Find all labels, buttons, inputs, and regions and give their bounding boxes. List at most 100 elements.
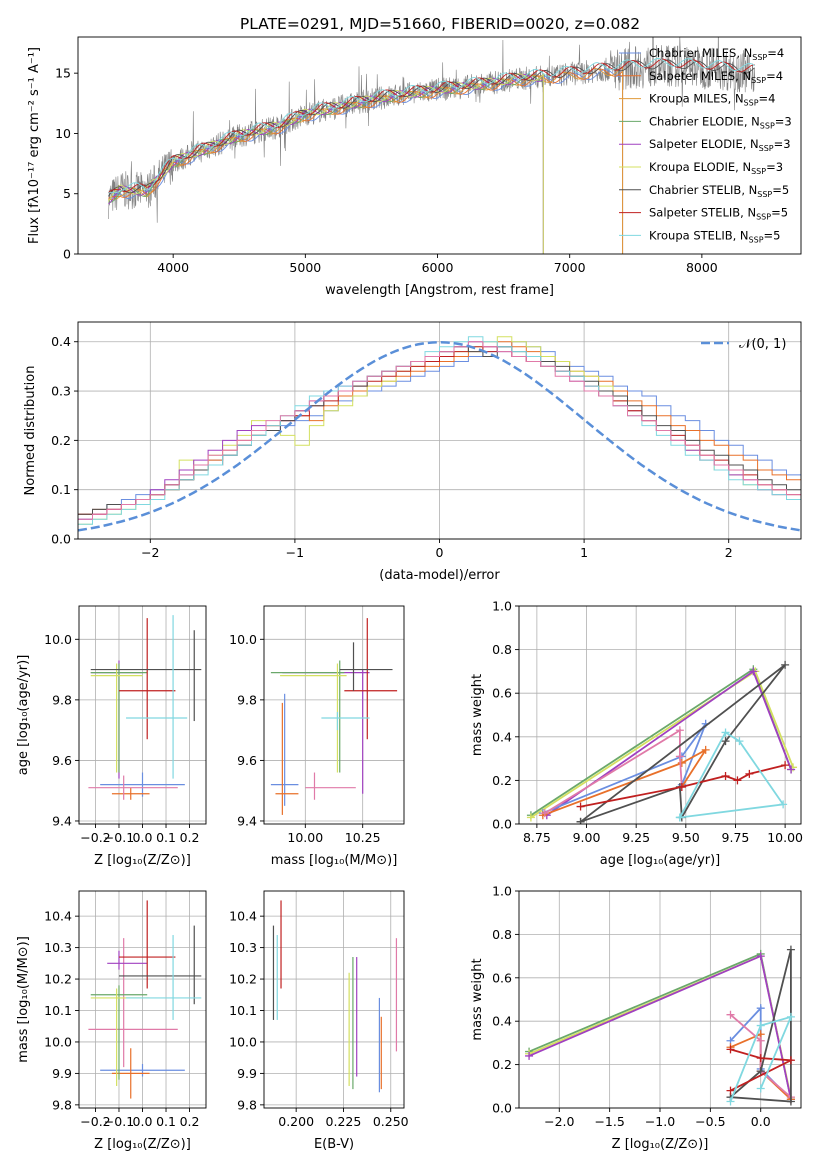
weight-marker (786, 1012, 795, 1021)
weight-marker (576, 817, 585, 824)
x-tick-label: 6000 (422, 260, 454, 275)
y-tick-label: 9.8 (52, 692, 72, 707)
weight-marker (745, 769, 754, 778)
y-tick-label: 0.4 (51, 334, 71, 349)
x-tick-label: −0.5 (695, 1114, 725, 1129)
observed-spectrum-line (108, 37, 755, 223)
weight-line (580, 664, 786, 823)
x-tick-label: 0.1 (156, 830, 176, 845)
y-tick-label: 9.8 (237, 692, 257, 707)
x-tick-label: −1 (286, 545, 304, 560)
axes-frame (78, 605, 207, 825)
errorbar-point (282, 669, 370, 794)
x-tick-label: 2 (725, 545, 733, 560)
weight-marker (726, 1010, 735, 1019)
weight_vs_Z-panel: −2.0 −1.5 −1.0 −0.5 0.0 0.0 0.2 0.4 0.6 0.8 1.0 Z [… (470, 884, 802, 1152)
x-axis-label: (data-model)/error (379, 568, 500, 583)
x-axis-label: Z [log₁₀(Z/Z⊙)] (612, 1137, 709, 1152)
x-tick-label: −1.0 (645, 1114, 675, 1129)
x-tick-label: 8.75 (523, 830, 551, 845)
axes-frame (518, 890, 802, 1109)
weight-marker (677, 782, 686, 791)
y-tick-label: 10.3 (44, 940, 72, 955)
x-axis-label: E(B-V) (314, 1137, 354, 1152)
errorbar-point (275, 702, 299, 815)
weight-marker (756, 952, 765, 961)
x-tick-label: 0.200 (278, 1114, 314, 1129)
weight-line (730, 1048, 795, 1092)
weight_vs_age-panel: 8.75 9.00 9.25 9.50 9.75 10.00 0.0 0.2 0.4 0.6 0.8… (470, 599, 803, 869)
y-axis-label: Flux [fλ10⁻¹⁷ erg cm⁻² s⁻¹ A⁻¹] (27, 47, 42, 244)
y-tick-label: 0.0 (492, 817, 512, 832)
y-tick-label: 9.8 (237, 1097, 257, 1112)
y-tick-label: 0.3 (51, 384, 71, 399)
weight-marker (721, 728, 730, 737)
y-axis-label: mass weight (470, 674, 485, 756)
mass_vs_Z-panel: −0.2−0.10.0 0.1 0.2 9.8 9.9 10.0 10.1 10.2 10.3 1… (16, 890, 207, 1152)
legend-label: Chabrier MILES, NSSP=4 (649, 46, 784, 62)
x-tick-label: −0.1 (104, 1114, 134, 1129)
mass_vs_ebv-plot-area (272, 900, 398, 1093)
errorbar-point (126, 615, 188, 779)
errorbar-point (100, 772, 185, 797)
y-tick-label: 10.1 (229, 1003, 257, 1018)
y-tick-label: 1.0 (492, 884, 512, 899)
weight-marker (726, 1097, 735, 1106)
weight-marker (675, 726, 684, 735)
weight-marker (756, 1054, 765, 1063)
x-axis-label: Z [log₁₀(Z/Z⊙)] (94, 853, 191, 868)
x-axis-label: mass [log₁₀(M/M⊙)] (271, 853, 398, 868)
weight-marker (721, 737, 730, 746)
weight-marker (779, 800, 788, 809)
weight-marker (735, 737, 744, 746)
weight-marker (540, 809, 549, 818)
x-tick-label: 0.0 (751, 1114, 771, 1129)
y-tick-label: 1.0 (492, 599, 512, 614)
errorbar-point (118, 618, 176, 740)
axes-frame (78, 890, 207, 1109)
y-tick-label: 0 (63, 247, 71, 262)
weight_vs_age-plot-area (526, 660, 798, 824)
x-axis-label: wavelength [Angstrom, rest frame] (325, 283, 554, 298)
spectrum-panel: 4000 5000 6000 7000 8000 0 5 10 15 wavelength [An… (27, 36, 802, 298)
errorbar-point (111, 1048, 150, 1099)
x-tick-label: 0.1 (156, 1114, 176, 1129)
legend-label: 𝒩(0, 1) (739, 337, 786, 352)
y-tick-label: 0.2 (492, 773, 512, 788)
x-tick-label: 0.2 (180, 830, 200, 845)
weight-marker (677, 758, 686, 767)
y-tick-label: 10.3 (229, 940, 257, 955)
x-tick-label: −0.2 (80, 1114, 110, 1129)
x-tick-label: 0.0 (133, 1114, 153, 1129)
weight-line (544, 728, 683, 814)
errorbar-point (90, 663, 143, 773)
age_vs_mass-panel: 10.00 10.25 9.4 9.6 9.8 10.0 mass [log₁₀(M/M⊙)… (229, 605, 405, 868)
spectrum-title: PLATE=0291, MJD=51660, FIBERID=0020, z=0… (240, 15, 640, 33)
weight-marker (675, 813, 684, 822)
y-tick-label: 10.4 (229, 909, 257, 924)
y-tick-label: 10.0 (229, 1034, 257, 1049)
weight-marker (526, 813, 535, 822)
model-spectrum-line (108, 73, 544, 254)
errorbar-point (90, 630, 202, 722)
y-tick-label: 0.0 (51, 532, 71, 547)
weight-marker (756, 1004, 765, 1013)
axes-frame (263, 605, 405, 825)
y-tick-label: 9.6 (52, 753, 72, 768)
x-tick-label: 5000 (289, 260, 321, 275)
y-tick-label: 10.0 (44, 632, 72, 647)
x-axis-label: Z [log₁₀(Z/Z⊙)] (94, 1137, 191, 1152)
x-tick-label: 0.0 (133, 830, 153, 845)
x-tick-label: 10.00 (767, 830, 803, 845)
y-tick-label: 10.0 (44, 1034, 72, 1049)
errorbar-point (321, 711, 370, 731)
x-tick-label: 0.2 (180, 1114, 200, 1129)
model-spectrum-line (108, 57, 755, 194)
y-tick-label: 10.1 (44, 1003, 72, 1018)
x-tick-label: −0.1 (104, 830, 134, 845)
errorbar-point (107, 950, 148, 970)
model-spectrum-line (108, 73, 544, 254)
y-axis-label: age [log₁₀(age/yr)] (16, 655, 31, 776)
errorbar-point (126, 935, 202, 1020)
errorbar-point (111, 787, 150, 800)
